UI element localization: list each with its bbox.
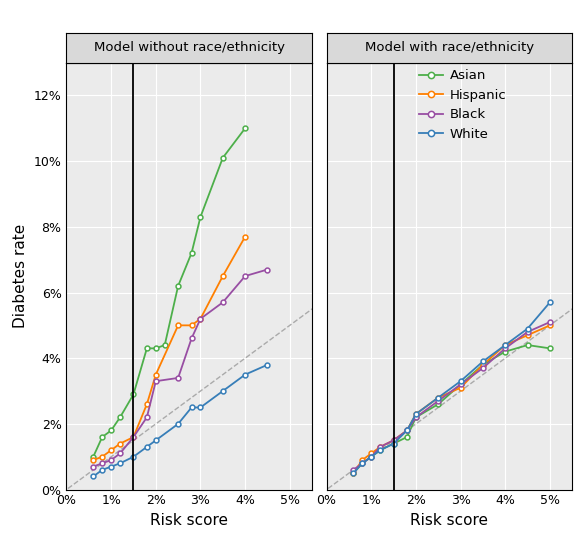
- Text: Model without race/ethnicity: Model without race/ethnicity: [94, 41, 285, 54]
- Legend: Asian, Hispanic, Black, White: Asian, Hispanic, Black, White: [419, 69, 506, 141]
- X-axis label: Risk score: Risk score: [150, 513, 228, 528]
- Y-axis label: Diabetes rate: Diabetes rate: [13, 224, 28, 328]
- Text: Model with race/ethnicity: Model with race/ethnicity: [365, 41, 534, 54]
- X-axis label: Risk score: Risk score: [410, 513, 488, 528]
